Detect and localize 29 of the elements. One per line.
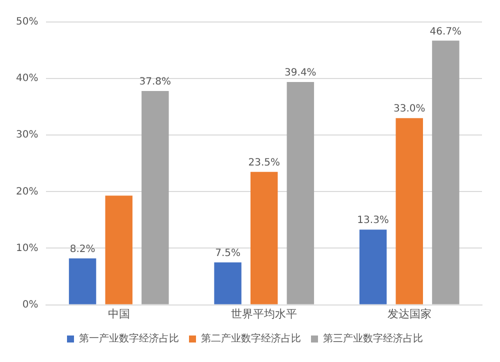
x-tick-label: 世界平均水平: [231, 307, 298, 320]
bar: [396, 118, 423, 304]
bar: [359, 230, 387, 304]
bar: [214, 262, 242, 304]
legend-label: 第二产业数字经济占比: [201, 332, 301, 345]
y-tick-label: 10%: [16, 242, 38, 254]
data-label: 39.4%: [284, 68, 316, 79]
data-label: 8.2%: [70, 244, 96, 256]
bar: [68, 258, 96, 304]
data-label: 13.3%: [357, 215, 389, 226]
bar: [250, 172, 278, 304]
data-label: 7.5%: [215, 248, 240, 259]
y-tick-label: 30%: [16, 130, 38, 141]
x-tick-label: 中国: [108, 307, 130, 320]
data-label: 23.5%: [248, 157, 280, 168]
y-tick-label: 0%: [22, 299, 38, 310]
y-tick-label: 20%: [16, 186, 38, 198]
bar: [432, 40, 460, 304]
data-label: 37.8%: [139, 76, 172, 88]
x-tick-label: 发达国家: [387, 307, 432, 320]
legend-label: 第三产业数字经济占比: [323, 332, 423, 345]
bar: [142, 91, 169, 304]
y-tick-label: 40%: [16, 73, 38, 84]
y-tick-label: 50%: [16, 16, 38, 28]
legend-label: 第一产业数字经济占比: [79, 332, 179, 345]
data-label: 33.0%: [393, 104, 426, 115]
data-label: 46.7%: [430, 26, 462, 38]
bar: [105, 196, 132, 304]
bar: [286, 82, 314, 304]
